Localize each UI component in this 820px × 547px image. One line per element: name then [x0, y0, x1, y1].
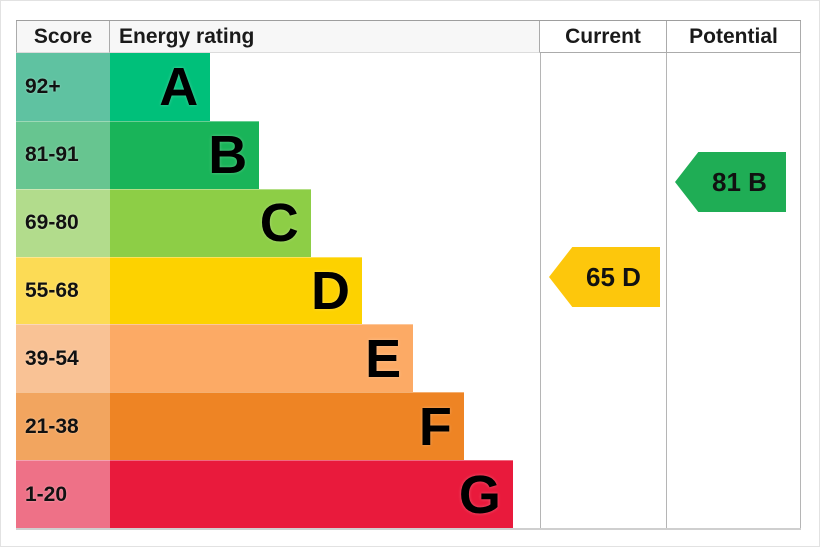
rating-row: 55-68 D [16, 256, 540, 325]
rating-bar: F [110, 392, 464, 461]
score-range-cell: 92+ [16, 53, 110, 121]
rating-rows: 92+ A 81-91 B 69-80 C 55-68 D [16, 53, 540, 529]
score-column-header: Score [16, 21, 110, 53]
rating-letter: A [159, 56, 199, 117]
chart-header-row: Score Energy rating Current Potential [16, 20, 801, 53]
rating-letter: G [458, 464, 501, 525]
score-range-cell: 81-91 [16, 120, 110, 189]
bar-track: B [110, 120, 540, 189]
rating-bar: B [110, 120, 260, 189]
score-range-cell: 21-38 [16, 392, 110, 461]
potential-column: 81 B [667, 53, 801, 528]
rating-bar: D [110, 256, 362, 325]
rating-row: 39-54 E [16, 324, 540, 393]
rating-row: 92+ A [16, 53, 540, 121]
potential-rating-arrow: 81 B [675, 152, 786, 212]
bar-track: D [110, 256, 540, 325]
bar-track: G [110, 460, 540, 529]
rating-letter: E [365, 328, 402, 389]
bar-track: E [110, 324, 540, 393]
score-range-cell: 55-68 [16, 256, 110, 325]
bar-track: A [110, 53, 540, 121]
potential-column-header: Potential [667, 21, 801, 53]
potential-rating-label: 81 B [712, 166, 767, 197]
current-rating-label: 65 D [586, 261, 641, 292]
energy-rating-column-header: Energy rating [110, 21, 540, 53]
score-range-cell: 39-54 [16, 324, 110, 393]
bar-track: F [110, 392, 540, 461]
current-column: 65 D [540, 53, 667, 528]
rating-bar: A [110, 53, 211, 121]
rating-letter: F [418, 396, 452, 457]
rating-row: 69-80 C [16, 188, 540, 257]
rating-bar: G [110, 460, 513, 529]
rating-bar: C [110, 188, 311, 257]
rating-letter: B [208, 125, 248, 186]
rating-letter: C [259, 193, 299, 254]
bar-track: C [110, 188, 540, 257]
rating-row: 21-38 F [16, 392, 540, 461]
rating-bar: E [110, 324, 414, 393]
chart-body: 92+ A 81-91 B 69-80 C 55-68 D [16, 53, 801, 530]
rating-row: 1-20 G [16, 460, 540, 529]
rating-row: 81-91 B [16, 120, 540, 189]
score-range-cell: 69-80 [16, 188, 110, 257]
chart: Score Energy rating Current Potential 92… [16, 20, 801, 530]
current-column-header: Current [540, 21, 667, 53]
current-rating-arrow: 65 D [549, 247, 660, 307]
score-range-cell: 1-20 [16, 460, 110, 529]
rating-letter: D [310, 261, 350, 321]
